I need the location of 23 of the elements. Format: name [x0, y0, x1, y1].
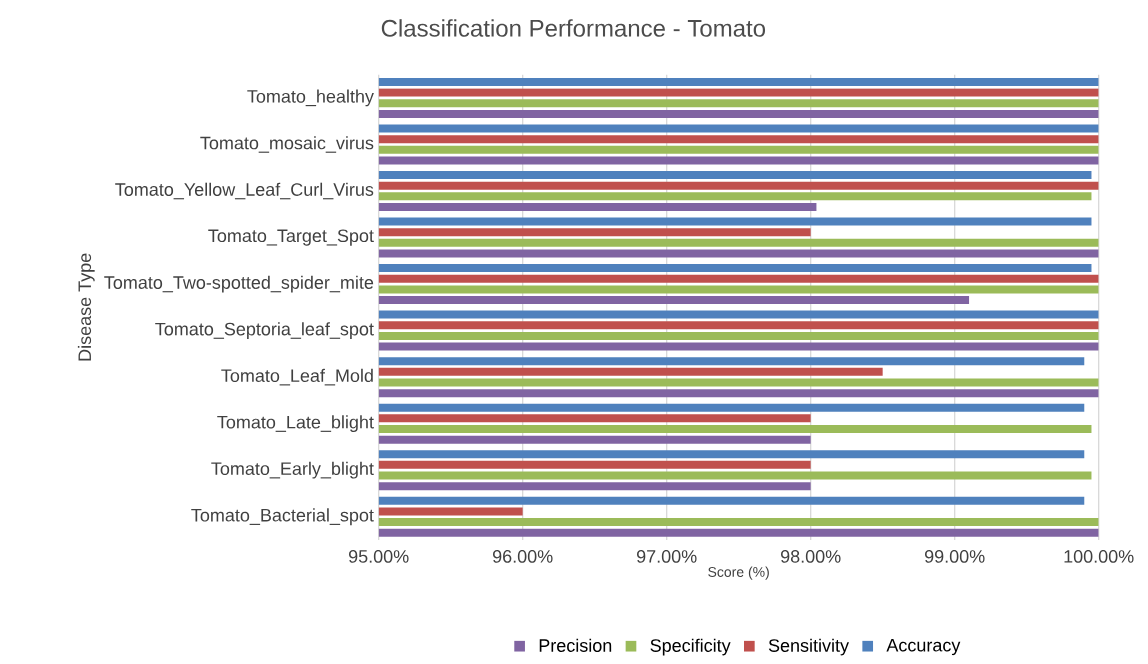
x-axis-title: Score (%) — [708, 566, 769, 580]
y-tick-label: Tomato_Two-spotted_spider_mite — [104, 275, 374, 293]
legend-label: Accuracy — [886, 639, 961, 656]
x-tick-label: 96.00% — [492, 550, 553, 563]
legend-label: Precision — [539, 638, 612, 652]
y-tick-label: Tomato_Leaf_Mold — [221, 368, 373, 386]
y-axis-title: Disease Type — [77, 253, 95, 361]
x-tick-label: 100.00% — [1064, 550, 1134, 563]
y-tick-label: Tomato_healthy — [247, 89, 374, 107]
y-tick-label: Tomato_Target_Spot — [208, 229, 374, 246]
y-tick-label: Tomato_Yellow_Leaf_Curl_Virus — [115, 182, 374, 200]
x-tick-label: 98.00% — [780, 550, 841, 563]
y-tick-label: Tomato_Early_blight — [211, 461, 374, 479]
x-tick-label: 95.00% — [348, 550, 409, 563]
legend-label: Specificity — [650, 638, 731, 656]
legend-label: Sensitivity — [768, 638, 849, 656]
y-tick-label: Tomato_mosaic_virus — [200, 136, 374, 153]
x-tick-label: 97.00% — [636, 550, 697, 563]
chart-title: Classification Performance - Tomato — [381, 19, 766, 37]
y-tick-label: Tomato_Bacterial_spot — [191, 508, 374, 526]
x-tick-label: 99.00% — [924, 550, 985, 563]
y-tick-label: Tomato_Septoria_leaf_spot — [155, 322, 374, 339]
y-tick-label: Tomato_Late_blight — [217, 415, 374, 433]
